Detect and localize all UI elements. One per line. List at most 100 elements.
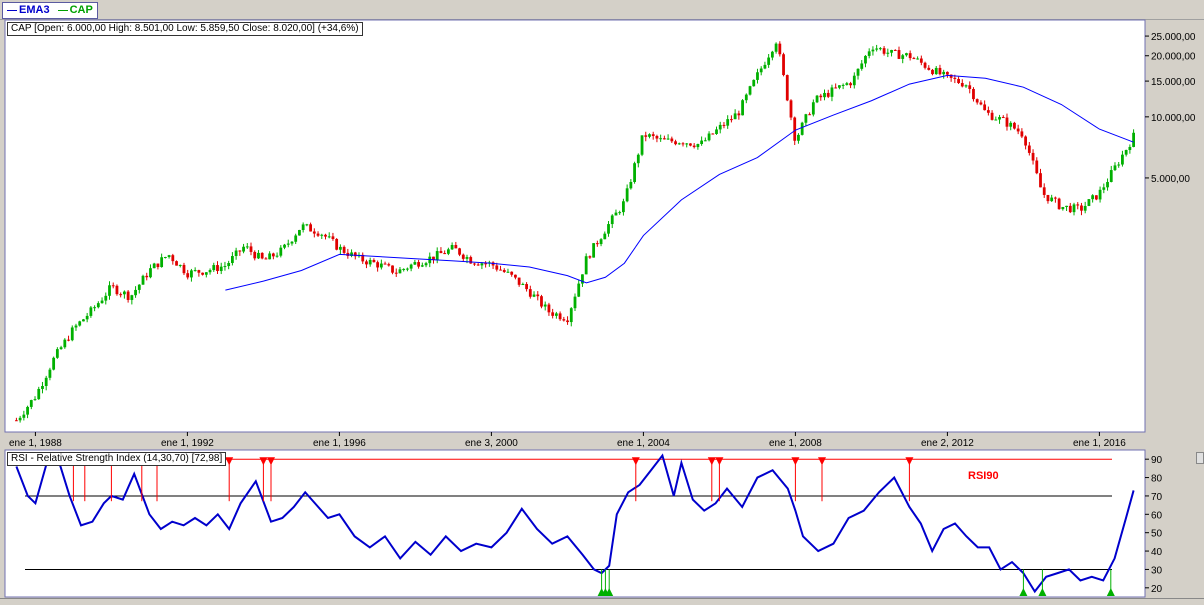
candle-body [644, 135, 648, 137]
candle-body [216, 265, 219, 272]
candle-body [398, 269, 402, 274]
candle-body [182, 264, 186, 274]
candle-body [264, 258, 268, 260]
candle-body [1050, 197, 1054, 202]
candle-body [175, 261, 178, 266]
candle-body [324, 234, 327, 237]
candle-body [387, 264, 391, 266]
candle-body [197, 270, 201, 273]
candle-body [681, 143, 685, 145]
candle-body [618, 212, 622, 214]
candle-body [819, 95, 823, 98]
candle-body [554, 313, 558, 316]
candle-body [670, 138, 674, 142]
candle-body [320, 234, 324, 236]
candle-body [1080, 205, 1083, 211]
candle-body [204, 272, 208, 275]
candle-body [190, 270, 193, 278]
candle-body [994, 119, 998, 121]
candle-body [458, 248, 461, 255]
candle-body [469, 257, 473, 264]
candle-body [1009, 122, 1013, 127]
candle-body [722, 124, 726, 126]
candle-body [603, 233, 607, 240]
price-panel-title: CAP [Open: 6.000,00 High: 8.501,00 Low: … [7, 22, 363, 36]
candle-body [1016, 128, 1020, 132]
candle-body [1068, 205, 1072, 213]
candle-body [808, 114, 812, 116]
rsi-y-tick-label: 40 [1151, 547, 1163, 558]
candle-body [797, 134, 800, 141]
candle-body [450, 245, 454, 250]
candle-body [730, 119, 733, 121]
candle-body [160, 257, 164, 268]
legend-item-ema3[interactable]: EMA3 [7, 3, 50, 18]
candle-body [849, 83, 852, 86]
candle-body [610, 215, 614, 225]
candle-body [435, 251, 439, 260]
candle-body [800, 122, 804, 135]
candle-body [752, 79, 756, 87]
oversold-marker [1106, 588, 1115, 596]
rsi-y-tick-label: 50 [1151, 529, 1163, 540]
candle-body [122, 291, 126, 295]
candle-body [18, 417, 22, 421]
candle-body [1035, 160, 1039, 174]
candle-body [517, 277, 521, 285]
candle-body [964, 85, 968, 87]
candle-body [480, 263, 484, 266]
overbought-marker [267, 457, 275, 466]
candle-body [219, 266, 223, 272]
candle-body [167, 255, 171, 258]
candle-body [551, 312, 555, 316]
candle-body [338, 246, 342, 250]
panel-resize-handle[interactable] [1196, 452, 1204, 464]
candle-body [1098, 189, 1102, 200]
candle-body [867, 51, 871, 56]
candle-body [614, 212, 618, 216]
candle-body [1128, 146, 1132, 151]
candle-body [171, 255, 175, 262]
rsi-y-tick-label: 90 [1151, 455, 1163, 466]
candle-body [763, 64, 767, 69]
candle-body [875, 48, 879, 50]
candle-body [711, 133, 715, 135]
candle-body [778, 43, 782, 55]
candle-body [1046, 194, 1050, 202]
candle-body [1027, 145, 1031, 153]
candle-body [365, 261, 368, 265]
legend-item-cap[interactable]: CAP [57, 3, 93, 18]
candle-body [96, 303, 100, 308]
ema3-line [225, 74, 1134, 291]
candle-body [700, 140, 704, 145]
candle-body [1031, 152, 1035, 161]
overbought-marker [259, 457, 268, 466]
candle-body [327, 236, 331, 238]
candle-body [834, 87, 838, 89]
candle-body [443, 253, 447, 255]
candle-body [577, 283, 581, 297]
candle-body [465, 257, 469, 259]
candle-body [767, 57, 771, 65]
candle-body [588, 256, 592, 258]
candle-body [279, 247, 283, 256]
candle-body [100, 300, 104, 304]
candle-body [439, 251, 443, 254]
candle-body [514, 274, 517, 278]
candle-body [502, 270, 506, 272]
candle-body [1091, 195, 1095, 200]
bottom-scrollbar[interactable] [0, 598, 1204, 605]
candle-body [391, 265, 394, 273]
rsi-y-tick-label: 80 [1151, 474, 1163, 485]
candle-body [70, 327, 74, 341]
candle-body [860, 63, 864, 69]
candle-body [770, 51, 774, 58]
candle-body [897, 50, 901, 59]
candle-body [726, 119, 730, 126]
candle-body [417, 262, 420, 267]
candle-body [93, 307, 97, 309]
candle-body [949, 74, 953, 78]
price-y-tick-label: 20.000,00 [1151, 52, 1196, 63]
candle-body [335, 239, 339, 250]
